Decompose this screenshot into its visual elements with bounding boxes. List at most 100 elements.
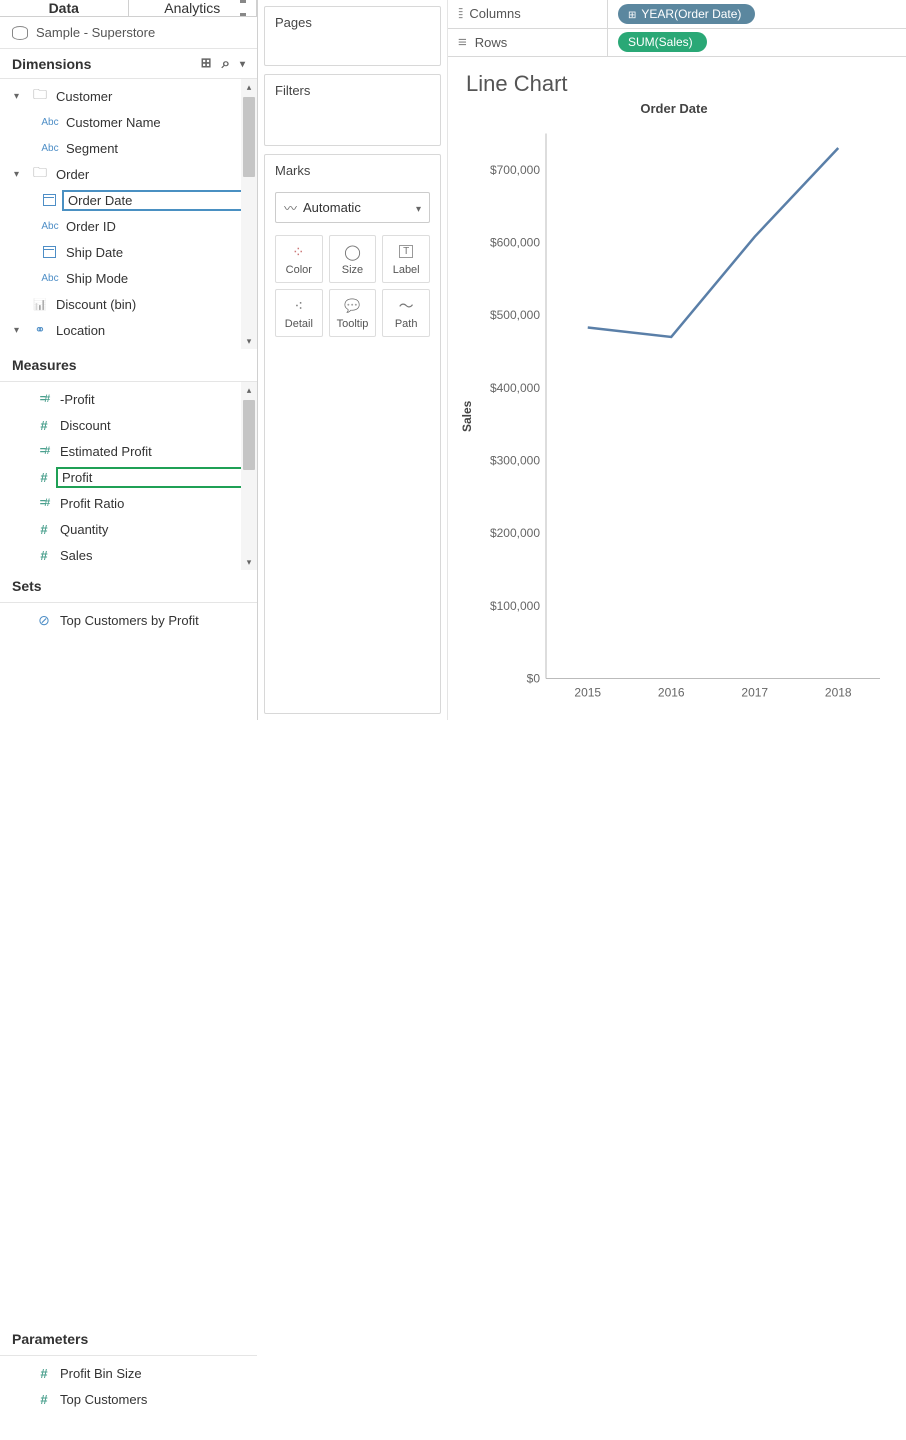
dimensions-header: Dimensions xyxy=(0,49,257,79)
datasource-name: Sample - Superstore xyxy=(36,25,155,40)
color-icon xyxy=(292,243,306,261)
rows-icon xyxy=(458,34,467,51)
tab-analytics[interactable]: Analytics xyxy=(129,0,258,16)
svg-text:2018: 2018 xyxy=(825,686,852,700)
cards-column: Pages Filters Marks Automatic ColorSizeL… xyxy=(258,0,448,720)
path-icon xyxy=(399,297,414,315)
rows-label: Rows xyxy=(475,35,508,50)
field-top-customers-by-profit[interactable]: Top Customers by Profit xyxy=(0,607,257,633)
dimensions-menu-icon[interactable] xyxy=(240,55,245,72)
dimensions-title: Dimensions xyxy=(12,56,91,72)
field-ship-date[interactable]: Ship Date xyxy=(0,239,257,265)
hash-icon xyxy=(34,1392,54,1406)
scroll-thumb[interactable] xyxy=(243,97,255,177)
mark-cell-label: Detail xyxy=(285,318,313,330)
mark-size[interactable]: Size xyxy=(329,235,377,283)
field-label: Segment xyxy=(66,141,249,156)
expand-icon xyxy=(628,7,636,21)
folder-icon xyxy=(30,167,50,181)
field-estimated-profit[interactable]: Estimated Profit xyxy=(0,438,257,464)
marks-card: Marks Automatic ColorSizeLabel Detail Tool… xyxy=(264,154,441,714)
field-ship-mode[interactable]: Ship Mode xyxy=(0,265,257,291)
y-axis-label: Sales xyxy=(458,122,476,710)
field-sales[interactable]: Sales xyxy=(0,542,257,568)
hash-icon xyxy=(34,1366,54,1380)
mark-detail[interactable]: Detail xyxy=(275,289,323,337)
svg-text:2015: 2015 xyxy=(574,686,601,700)
hashcalc-icon xyxy=(34,496,54,510)
scroll-up-icon[interactable]: ▴ xyxy=(241,79,257,95)
hash-icon xyxy=(34,522,54,536)
abc-icon xyxy=(40,219,60,233)
measures-tree: -Profit DiscountEstimated Profit Profit Pro… xyxy=(0,382,257,570)
field-order-id[interactable]: Order ID xyxy=(0,213,257,239)
svg-text:$500,000: $500,000 xyxy=(490,308,540,322)
search-icon[interactable] xyxy=(222,55,230,72)
mark-color[interactable]: Color xyxy=(275,235,323,283)
date-svg-icon xyxy=(40,245,60,259)
field-label: Sales xyxy=(60,548,249,563)
field-location[interactable]: Location xyxy=(0,317,257,343)
field-label: Profit Ratio xyxy=(60,496,249,511)
field-label: Ship Date xyxy=(66,245,249,260)
filters-title: Filters xyxy=(265,75,440,145)
field-label: Customer xyxy=(56,89,249,104)
mark-label[interactable]: Label xyxy=(382,235,430,283)
field-profit-ratio[interactable]: Profit Ratio xyxy=(0,490,257,516)
bin-icon xyxy=(30,297,50,311)
caret-icon xyxy=(14,91,24,102)
rows-shelf[interactable]: Rows SUM(Sales) xyxy=(448,29,906,58)
mark-tooltip[interactable]: Tooltip xyxy=(329,289,377,337)
abc-icon xyxy=(40,141,60,155)
mark-path[interactable]: Path xyxy=(382,289,430,337)
chart-svg: $0$100,000$200,000$300,000$400,000$500,0… xyxy=(476,122,890,710)
field-quantity[interactable]: Quantity xyxy=(0,516,257,542)
field-label: Top Customers xyxy=(60,1392,249,1407)
field-discount[interactable]: Discount xyxy=(0,412,257,438)
field-profit[interactable]: Profit xyxy=(0,464,257,490)
caret-icon xyxy=(14,325,24,336)
field--profit[interactable]: -Profit xyxy=(0,386,257,412)
rows-pill[interactable]: SUM(Sales) xyxy=(618,32,707,52)
datasource-row[interactable]: Sample - Superstore xyxy=(0,17,257,49)
measures-scrollbar[interactable]: ▴ ▾ xyxy=(241,382,257,570)
field-label: -Profit xyxy=(60,392,249,407)
marks-title: Marks xyxy=(265,155,440,186)
dimensions-scrollbar[interactable]: ▴ ▾ xyxy=(241,79,257,349)
field-label: Profit xyxy=(56,467,249,488)
scroll-down-icon[interactable]: ▾ xyxy=(241,554,257,570)
field-top-customers[interactable]: Top Customers xyxy=(0,1386,257,1412)
parameters-header: Parameters xyxy=(0,1323,257,1356)
tab-data[interactable]: Data xyxy=(0,0,129,16)
dimensions-tree: Customer Customer Name Segment Order Order D… xyxy=(0,79,257,349)
field-label: Quantity xyxy=(60,522,249,537)
worksheet-view: Columns YEAR(Order Date) Rows SUM(Sales) xyxy=(448,0,906,720)
columns-pill-label: YEAR(Order Date) xyxy=(641,7,741,21)
marks-grid: ColorSizeLabel Detail TooltipPath xyxy=(265,229,440,347)
columns-shelf[interactable]: Columns YEAR(Order Date) xyxy=(448,0,906,29)
abc-icon xyxy=(40,271,60,285)
hash-icon xyxy=(34,470,54,484)
measures-title: Measures xyxy=(12,357,77,373)
chevron-down-icon xyxy=(416,200,421,215)
view-grid-icon[interactable] xyxy=(201,55,212,72)
field-order[interactable]: Order xyxy=(0,161,257,187)
field-customer-name[interactable]: Customer Name xyxy=(0,109,257,135)
field-label: Order xyxy=(56,167,249,182)
field-order-date[interactable]: Order Date xyxy=(0,187,257,213)
svg-text:$400,000: $400,000 xyxy=(490,381,540,395)
field-label: Top Customers by Profit xyxy=(60,613,249,628)
hash-icon xyxy=(34,548,54,562)
field-customer[interactable]: Customer xyxy=(0,83,257,109)
field-profit-bin-size[interactable]: Profit Bin Size xyxy=(0,1360,257,1386)
field-segment[interactable]: Segment xyxy=(0,135,257,161)
scroll-up-icon[interactable]: ▴ xyxy=(241,382,257,398)
scroll-down-icon[interactable]: ▾ xyxy=(241,333,257,349)
pages-card[interactable]: Pages xyxy=(264,6,441,66)
caret-icon xyxy=(14,169,24,180)
marks-type-select[interactable]: Automatic xyxy=(275,192,430,223)
columns-pill[interactable]: YEAR(Order Date) xyxy=(618,4,755,24)
filters-card[interactable]: Filters xyxy=(264,74,441,146)
field-discount-bin-[interactable]: Discount (bin) xyxy=(0,291,257,317)
scroll-thumb[interactable] xyxy=(243,400,255,470)
